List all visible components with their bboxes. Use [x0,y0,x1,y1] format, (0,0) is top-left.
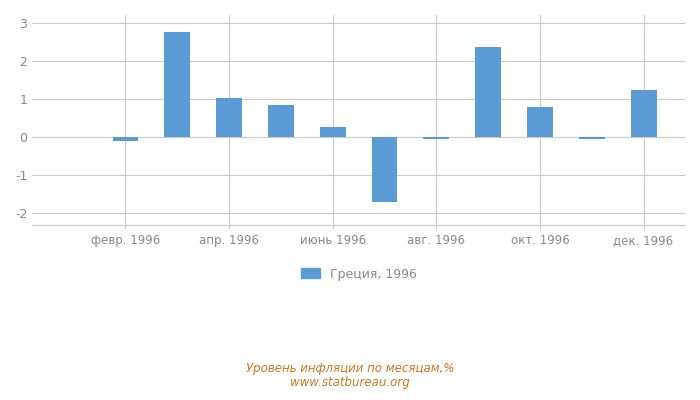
Bar [527,107,553,137]
Bar [631,90,657,137]
Bar [475,48,501,137]
Bar [164,32,190,137]
Bar [320,128,346,137]
Bar [372,137,398,202]
Legend: Греция, 1996: Греция, 1996 [296,262,421,286]
Bar [579,137,605,139]
Bar [268,104,294,137]
Bar [113,137,139,141]
Text: www.statbureau.org: www.statbureau.org [290,376,410,389]
Bar [216,98,242,137]
Bar [424,137,449,139]
Text: Уровень инфляции по месяцам,%: Уровень инфляции по месяцам,% [246,362,454,375]
